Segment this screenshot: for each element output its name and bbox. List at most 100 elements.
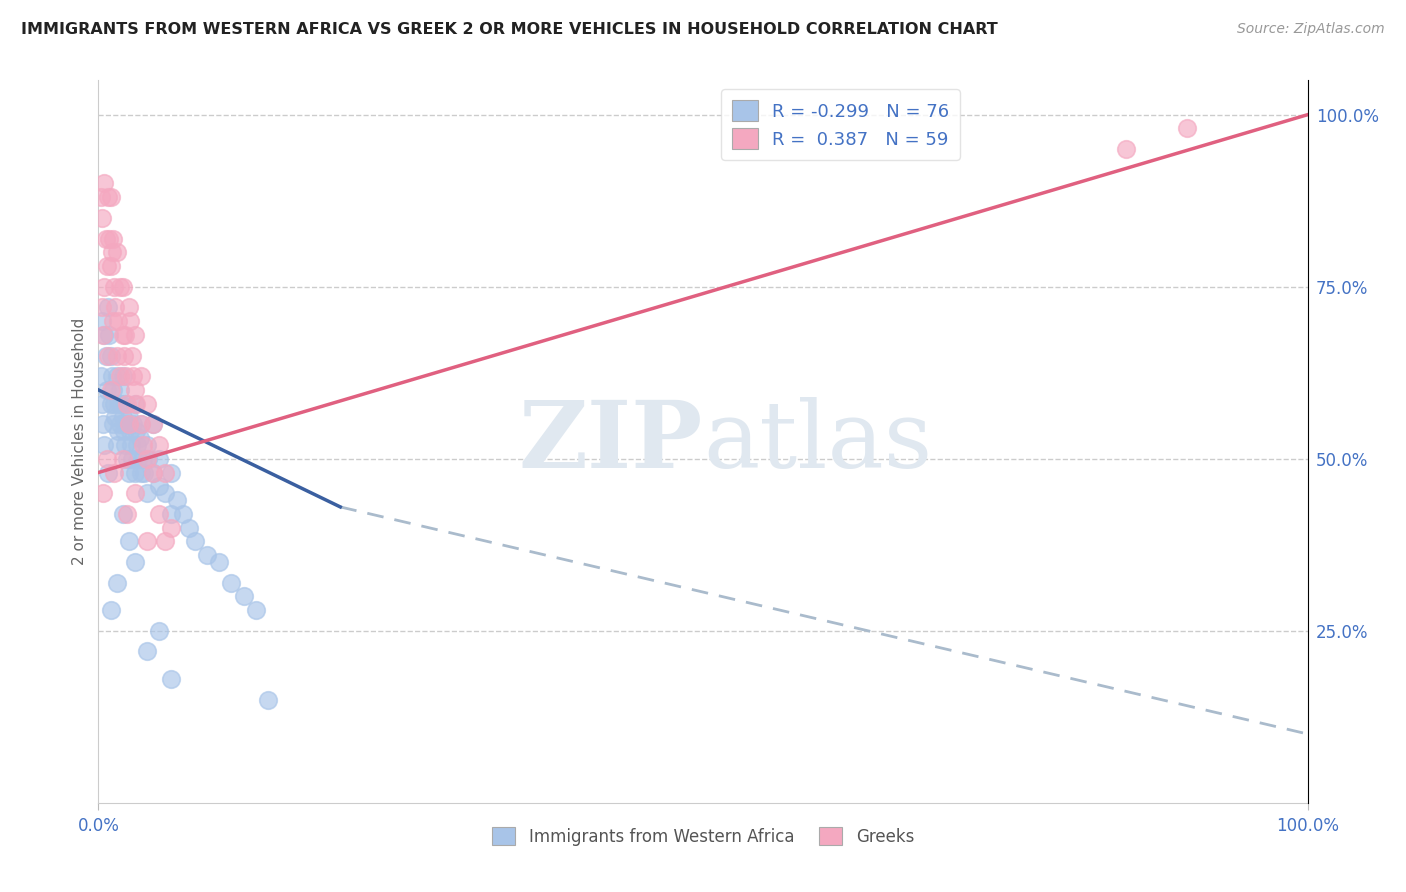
Point (125, 397, 148, 411)
Point (101, 417, 124, 432)
Point (129, 466, 152, 480)
Point (127, 451, 149, 466)
Point (94, 349, 117, 363)
Point (195, 548, 218, 562)
Point (100, 383, 122, 397)
Point (108, 279, 131, 293)
Point (166, 493, 188, 508)
Point (118, 424, 141, 438)
Point (129, 417, 152, 432)
Text: Source: ZipAtlas.com: Source: ZipAtlas.com (1237, 22, 1385, 37)
Point (148, 479, 170, 493)
Point (105, 438, 128, 452)
Point (100, 349, 122, 363)
Point (101, 383, 124, 397)
Point (96, 451, 118, 466)
Point (108, 397, 131, 411)
Point (132, 438, 155, 452)
Point (105, 369, 128, 384)
Point (135, 644, 157, 658)
Point (107, 424, 129, 438)
Point (142, 466, 165, 480)
Point (100, 397, 122, 411)
Point (118, 417, 141, 432)
Point (111, 451, 134, 466)
Point (96, 383, 118, 397)
Point (160, 466, 183, 480)
Point (93, 438, 115, 452)
Point (91, 327, 114, 342)
Point (91, 486, 114, 500)
Point (160, 520, 183, 534)
Point (153, 466, 176, 480)
Point (172, 507, 194, 521)
Point (232, 590, 254, 604)
Point (111, 279, 134, 293)
Point (91, 397, 114, 411)
Point (129, 369, 152, 384)
Point (115, 369, 138, 384)
Point (105, 349, 128, 363)
Point (118, 534, 141, 549)
Point (118, 410, 141, 425)
Point (221, 575, 243, 590)
Point (124, 466, 146, 480)
Point (127, 438, 149, 452)
Point (135, 534, 157, 549)
Point (135, 486, 157, 500)
Point (100, 369, 122, 384)
Point (104, 301, 127, 315)
Point (135, 397, 157, 411)
Point (153, 486, 176, 500)
Point (1175, 121, 1198, 136)
Point (114, 438, 136, 452)
Point (111, 507, 134, 521)
Point (90, 190, 112, 204)
Point (117, 507, 139, 521)
Point (142, 417, 165, 432)
Point (111, 369, 134, 384)
Point (148, 451, 170, 466)
Point (91, 211, 114, 225)
Point (100, 259, 122, 273)
Point (101, 314, 124, 328)
Point (124, 327, 146, 342)
Point (245, 603, 267, 617)
Point (160, 672, 183, 686)
Point (124, 383, 146, 397)
Text: ZIP: ZIP (519, 397, 703, 486)
Point (97, 466, 120, 480)
Point (103, 397, 125, 411)
Point (118, 301, 141, 315)
Point (91, 417, 114, 432)
Point (100, 603, 122, 617)
Point (142, 466, 165, 480)
Point (97, 190, 120, 204)
Point (93, 177, 115, 191)
Point (115, 417, 138, 432)
Point (108, 383, 131, 397)
Point (135, 451, 157, 466)
Text: IMMIGRANTS FROM WESTERN AFRICA VS GREEK 2 OR MORE VEHICLES IN HOUSEHOLD CORRELAT: IMMIGRANTS FROM WESTERN AFRICA VS GREEK … (21, 22, 998, 37)
Legend: Immigrants from Western Africa, Greeks: Immigrants from Western Africa, Greeks (485, 821, 921, 852)
Point (94, 231, 117, 245)
Point (91, 314, 114, 328)
Point (121, 349, 143, 363)
Point (114, 327, 136, 342)
Point (256, 692, 278, 706)
Point (114, 397, 136, 411)
Point (129, 417, 152, 432)
Point (97, 301, 120, 315)
Point (93, 327, 115, 342)
Point (135, 438, 157, 452)
Point (96, 259, 118, 273)
Point (148, 507, 170, 521)
Point (120, 438, 142, 452)
Point (184, 534, 207, 549)
Point (124, 397, 146, 411)
Point (125, 424, 148, 438)
Point (160, 507, 183, 521)
Point (117, 397, 139, 411)
Point (91, 301, 114, 315)
Point (148, 438, 170, 452)
